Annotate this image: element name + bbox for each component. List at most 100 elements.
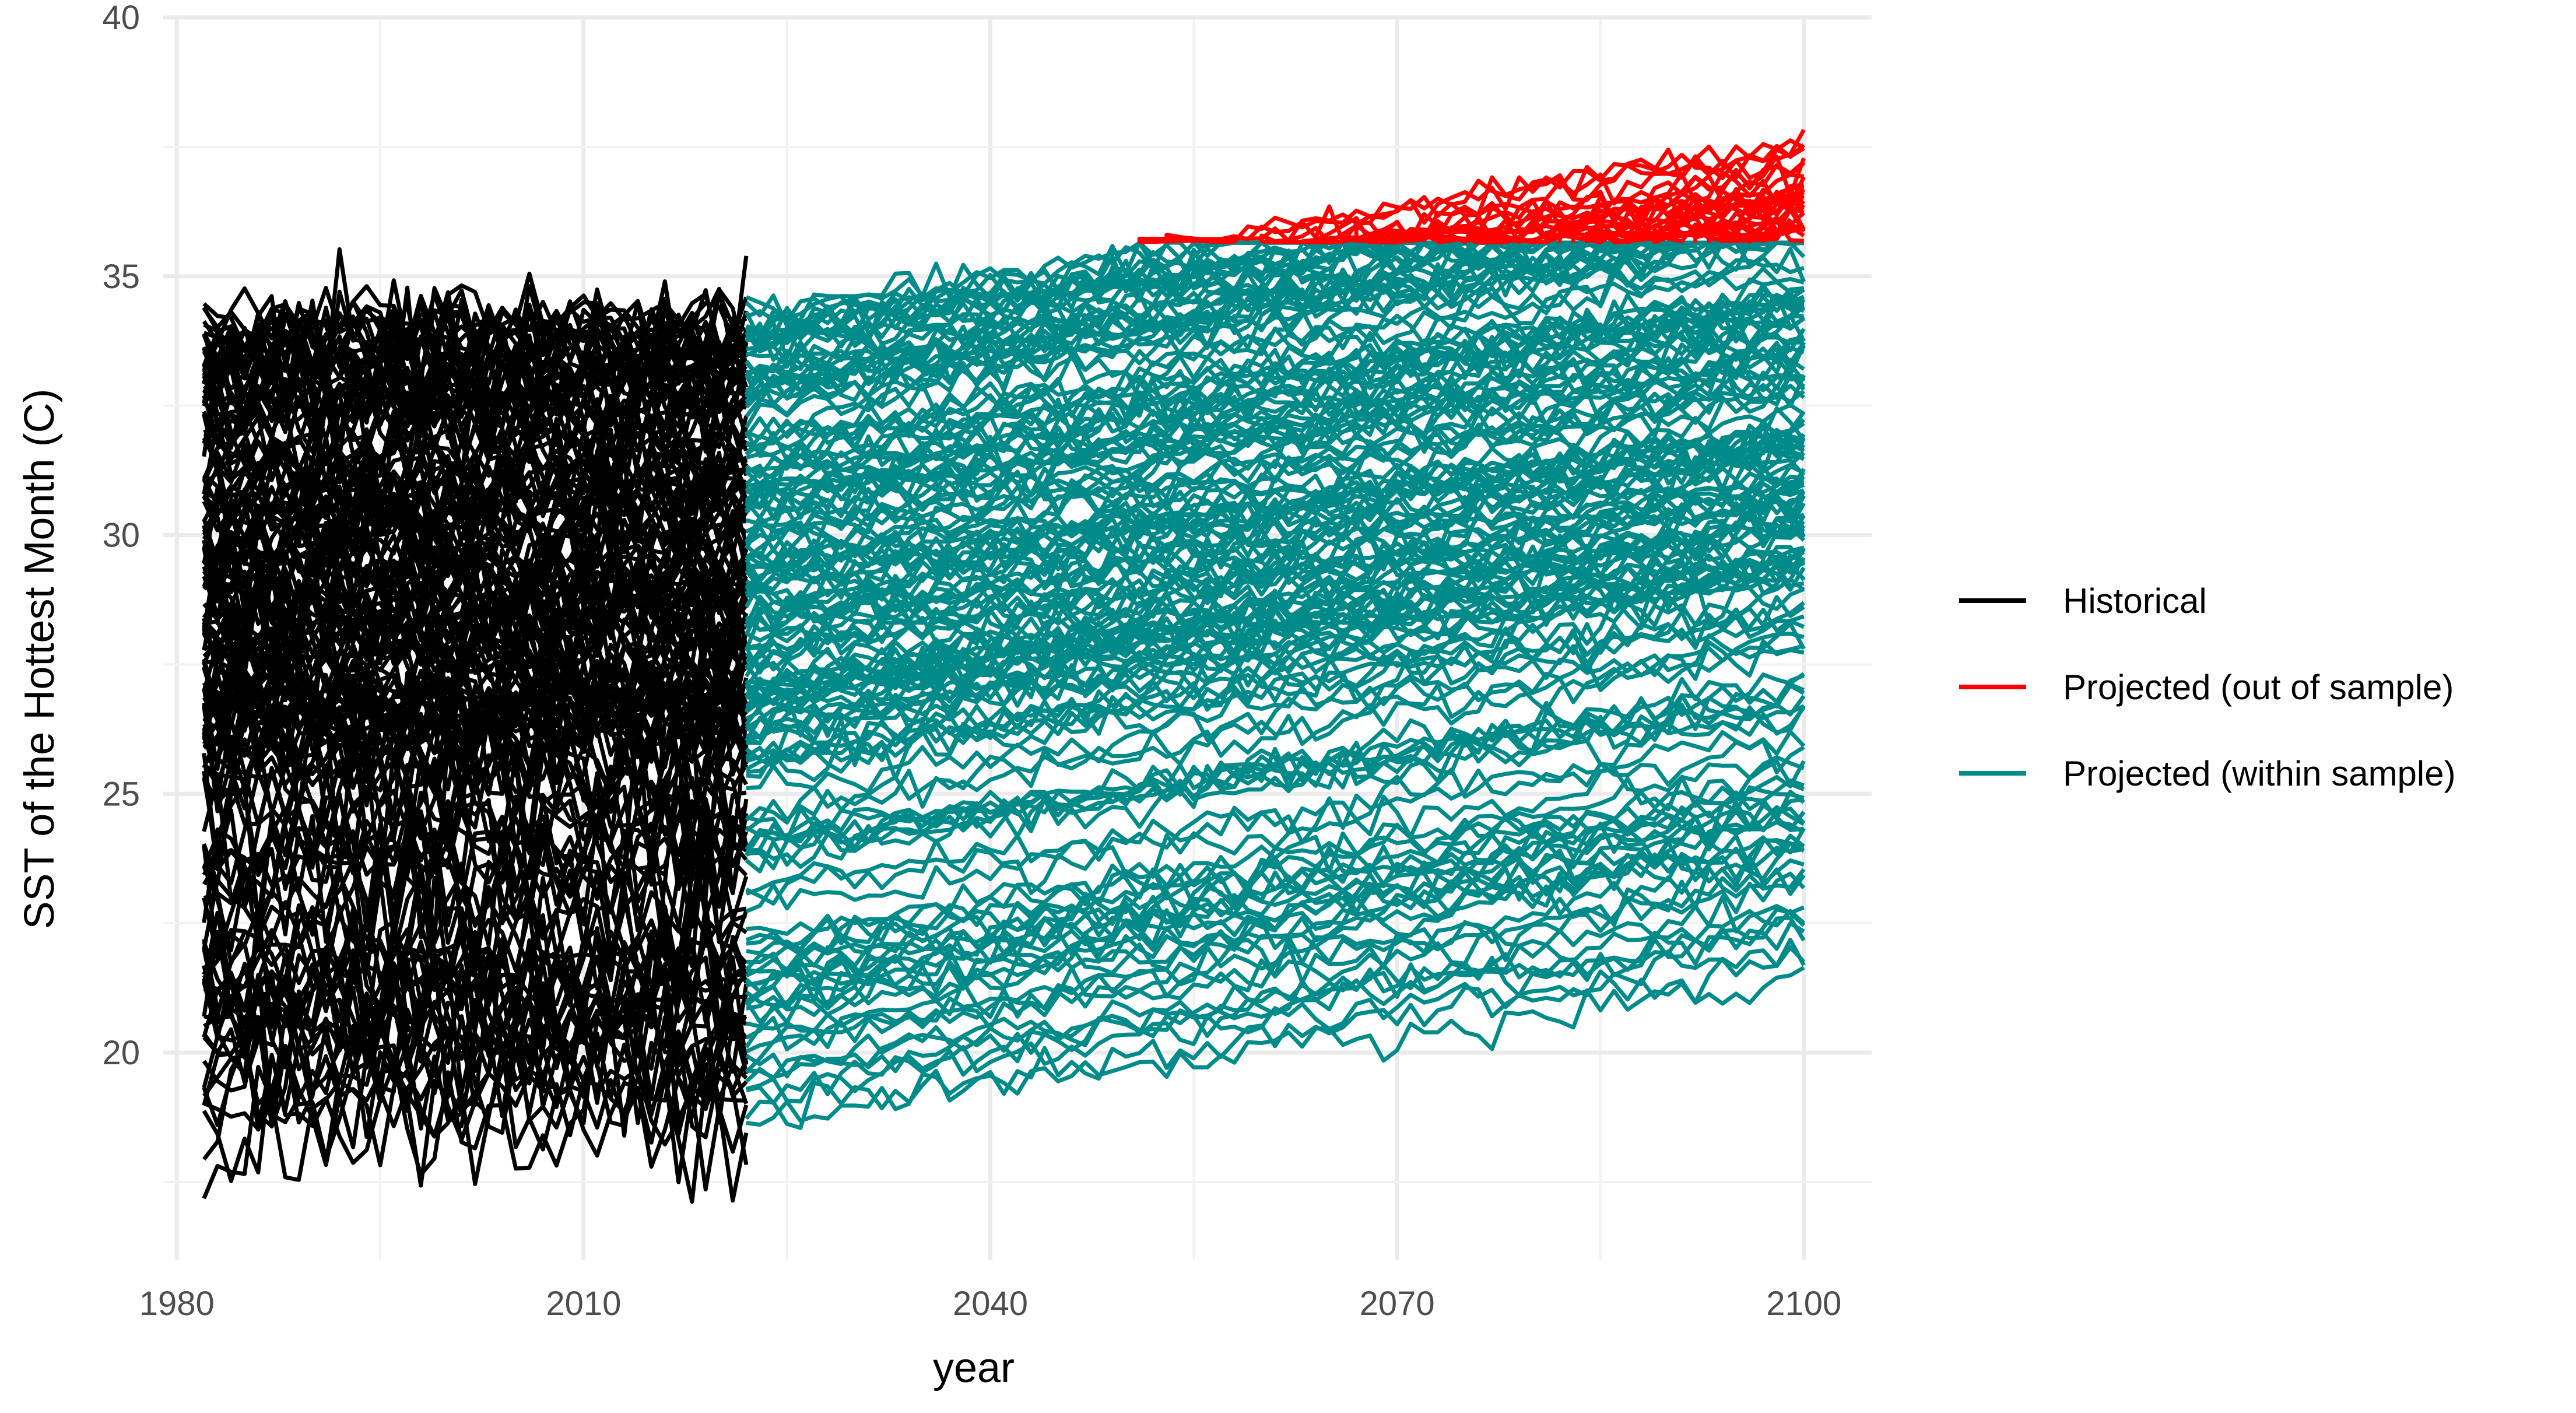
projected-within-sample-line — [745, 449, 1805, 632]
x-tick-label: 2040 — [953, 1285, 1028, 1323]
historical-series-line — [202, 1014, 748, 1204]
projected-within-sample-line — [745, 240, 1804, 403]
projected-within-sample-line — [745, 907, 1806, 1084]
projected-within-sample-line — [745, 437, 1805, 584]
projected-out-of-sample-line — [1340, 176, 1806, 244]
projected-within-sample-line — [745, 871, 1806, 1074]
projected-out-of-sample-line — [1259, 161, 1805, 245]
historical-series-line — [202, 397, 749, 498]
projected-within-sample-line — [745, 341, 1806, 534]
projected-within-sample-line — [745, 515, 1805, 714]
series-lines — [202, 128, 1806, 1204]
historical-series-line — [202, 469, 748, 606]
projected-within-sample-line — [745, 389, 1805, 568]
historical-series-line — [203, 871, 747, 1033]
projected-within-sample-line — [745, 805, 1805, 972]
projected-within-sample-line — [745, 287, 1805, 440]
projected-within-sample-line — [745, 287, 1805, 462]
projected-within-sample-line — [745, 693, 1806, 851]
projected-within-sample-line — [745, 577, 1805, 739]
projected-out-of-sample-line — [1354, 164, 1805, 245]
projected-within-sample-line — [746, 622, 1806, 794]
projected-within-sample-line — [745, 790, 1805, 978]
x-tick-label: 1980 — [139, 1285, 215, 1323]
y-axis-ticks: 20 25 30 35 40 — [102, 0, 140, 1072]
projected-within-sample-line — [745, 240, 1804, 406]
projected-within-sample-line — [744, 704, 1806, 857]
projected-within-sample-line — [744, 841, 1805, 1024]
projected-within-sample-line — [745, 738, 1805, 896]
historical-series-line — [202, 900, 749, 1022]
projected-within-sample-line — [745, 350, 1805, 546]
projected-within-sample-line — [746, 807, 1806, 957]
historical-series-line — [202, 286, 747, 402]
historical-series-line — [202, 797, 749, 948]
projected-within-sample-line — [745, 548, 1806, 726]
projected-out-of-sample-line — [1490, 183, 1805, 244]
projected-within-sample-line — [745, 502, 1806, 664]
projected-within-sample-line — [745, 760, 1806, 949]
projected-within-sample-line — [744, 553, 1805, 713]
historical-series-line — [202, 450, 749, 556]
projected-within-sample-line — [745, 639, 1805, 823]
historical-series-line — [202, 284, 747, 369]
historical-series-line — [202, 706, 749, 895]
y-tick-label: 20 — [102, 1034, 140, 1072]
projected-within-sample-line — [744, 479, 1804, 629]
legend: Historical Projected (out of sample) Proje… — [1959, 581, 2456, 793]
y-axis-label: SST of the Hottest Month (C) — [16, 388, 63, 929]
projected-within-sample-line — [745, 945, 1806, 1130]
legend-item-within_sample: Projected (within sample) — [1959, 754, 2456, 793]
projected-within-sample-line — [745, 258, 1805, 440]
legend-label: Projected (out of sample) — [2063, 668, 2454, 707]
projected-within-sample-line — [744, 277, 1805, 458]
x-axis-ticks: 1980 2010 2040 2070 2100 — [139, 1285, 1842, 1323]
projected-within-sample-line — [745, 292, 1805, 479]
projected-within-sample-line — [746, 909, 1806, 1106]
x-axis-label: year — [933, 1345, 1015, 1391]
projected-within-sample-line — [745, 601, 1805, 774]
historical-series-line — [202, 480, 749, 608]
projected-within-sample-line — [745, 374, 1806, 560]
historical-series-line — [203, 391, 747, 521]
projected-out-of-sample-line — [1137, 143, 1805, 244]
y-tick-label: 30 — [102, 517, 140, 555]
projected-within-sample-line — [745, 644, 1805, 825]
legend-label: Projected (within sample) — [2063, 754, 2456, 793]
projected-out-of-sample-line — [1707, 225, 1805, 243]
historical-series-line — [202, 1002, 749, 1142]
projected-within-sample-line — [746, 422, 1805, 569]
x-tick-label: 2100 — [1766, 1285, 1841, 1323]
projected-within-sample-line — [745, 895, 1805, 1051]
historical-series-line — [202, 525, 749, 661]
historical-series-line — [202, 1042, 749, 1203]
projected-within-sample-line — [745, 335, 1804, 506]
historical-series-line — [202, 596, 748, 696]
historical-series-line — [202, 1021, 748, 1139]
projected-within-sample-line — [746, 427, 1805, 574]
projected-within-sample-line — [745, 314, 1804, 495]
projected-within-sample-line — [745, 921, 1805, 1079]
projected-within-sample-line — [745, 353, 1805, 508]
x-tick-label: 2010 — [546, 1285, 621, 1323]
legend-item-out_of_sample: Projected (out of sample) — [1959, 668, 2454, 707]
y-tick-label: 25 — [102, 775, 140, 813]
projected-within-sample-line — [746, 938, 1806, 1104]
projected-within-sample-line — [746, 362, 1806, 532]
projected-within-sample-line — [745, 545, 1806, 708]
projected-within-sample-line — [745, 730, 1806, 906]
historical-series-line — [202, 747, 747, 940]
projected-within-sample-line — [745, 801, 1805, 1010]
projected-out-of-sample-line — [1164, 128, 1806, 243]
y-tick-label: 35 — [102, 258, 140, 296]
projected-within-sample-line — [744, 346, 1805, 544]
legend-label: Historical — [2063, 581, 2207, 620]
historical-series-line — [202, 821, 747, 976]
historical-series-line — [202, 777, 747, 928]
projected-within-sample-line — [746, 966, 1805, 1127]
historical-series-line — [202, 673, 747, 781]
projected-within-sample-line — [745, 493, 1805, 699]
historical-series-line — [202, 991, 749, 1128]
